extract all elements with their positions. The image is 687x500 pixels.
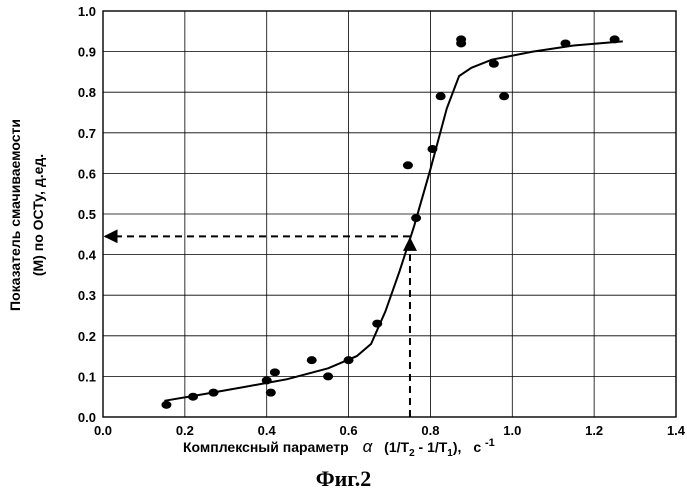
data-point — [323, 372, 333, 380]
annotation — [105, 236, 410, 417]
grid — [103, 11, 676, 417]
x-tick-label: 0.6 — [340, 423, 358, 438]
figure-caption: Фиг.2 — [0, 466, 687, 492]
y-tick-label: 0.6 — [78, 166, 96, 181]
x-axis-label-open: (1/T — [384, 439, 409, 455]
x-tick-label: 0.4 — [258, 423, 277, 438]
data-point — [209, 389, 219, 397]
data-point — [610, 35, 620, 43]
data-point — [499, 92, 509, 100]
x-axis-label-close: ), — [453, 439, 462, 455]
data-point — [403, 161, 413, 169]
y-tick-label: 0.2 — [78, 329, 96, 344]
data-point — [161, 401, 171, 409]
x-tick-label: 1.4 — [667, 423, 686, 438]
data-point — [307, 356, 317, 364]
y-tick-labels: 0.0 0.1 0.2 0.3 0.4 0.5 0.6 0.7 0.8 0.9 1.0 — [78, 4, 97, 425]
x-axis-label-prefix: Комплексный параметр — [183, 439, 349, 455]
data-point — [270, 368, 280, 376]
data-point — [427, 145, 437, 153]
data-point — [560, 39, 570, 47]
data-point — [372, 320, 382, 328]
y-tick-label: 0.3 — [78, 288, 96, 303]
x-axis-label-unit: с — [473, 439, 481, 455]
data-point — [266, 389, 276, 397]
x-axis-label: Комплексный параметр α (1/T2 - 1/T1), с … — [183, 437, 495, 459]
x-axis-label-exp: -1 — [485, 437, 495, 449]
data-point — [436, 92, 446, 100]
y-axis-label-line2: (М) по ОСТу, д.ед. — [30, 154, 46, 276]
chart: 0.0 0.2 0.4 0.6 0.8 1.0 1.2 1.4 0.0 0.1 0.2 0.3 0.4… — [0, 0, 687, 460]
y-tick-label: 0.7 — [78, 126, 96, 141]
y-tick-label: 0.1 — [78, 369, 96, 384]
x-tick-label: 0.0 — [94, 423, 112, 438]
x-tick-label: 1.2 — [585, 423, 603, 438]
data-point — [489, 60, 499, 68]
x-axis-label-mid: - 1/T — [415, 439, 448, 455]
x-axis-label-alpha: α — [363, 437, 374, 456]
y-tick-label: 0.8 — [78, 85, 96, 100]
y-tick-label: 1.0 — [78, 4, 96, 19]
fitted-curve-line — [164, 41, 622, 400]
y-tick-label: 0.0 — [78, 410, 96, 425]
y-tick-label: 0.4 — [78, 248, 97, 263]
data-point — [411, 214, 421, 222]
data-point — [262, 376, 272, 384]
data-points — [161, 35, 619, 408]
x-tick-label: 1.0 — [503, 423, 521, 438]
x-tick-label: 0.8 — [421, 423, 439, 438]
data-point — [344, 356, 354, 364]
x-tick-labels: 0.0 0.2 0.4 0.6 0.8 1.0 1.2 1.4 — [94, 423, 686, 438]
y-axis-label-line1: Показатель смачиваемости — [7, 119, 23, 311]
x-tick-label: 0.2 — [176, 423, 194, 438]
data-point — [456, 35, 466, 43]
y-tick-label: 0.5 — [78, 207, 96, 222]
y-tick-label: 0.9 — [78, 45, 96, 60]
data-point — [188, 393, 198, 401]
